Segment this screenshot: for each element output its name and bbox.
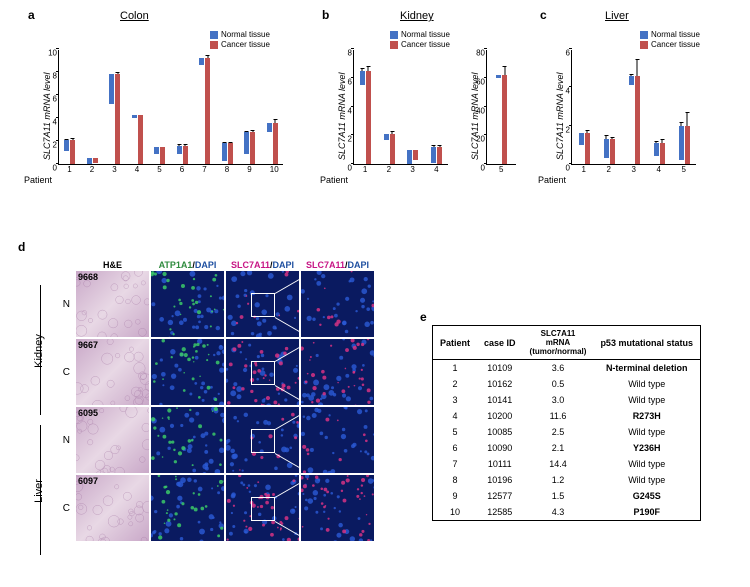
microscopy-cell <box>225 474 300 542</box>
table-row: 1101093.6N-terminal deletion <box>433 360 701 377</box>
microscopy-cell: 6095 <box>75 406 150 474</box>
microscopy-cell <box>300 474 375 542</box>
chart-a-ylabel: SLC7A11 mRNA level <box>42 72 52 160</box>
panel-label-b: b <box>322 8 329 22</box>
chart-b-xlabel: Patient <box>320 175 348 185</box>
panel-label-e: e <box>420 310 427 324</box>
d-sideline-kidney <box>40 285 41 415</box>
e-table: Patientcase IDSLC7A11mRNA(tumor/normal)p… <box>432 325 701 521</box>
microscopy-cell <box>225 270 300 338</box>
chart-c-ylabel: SLC7A11 mRNA level <box>555 72 565 160</box>
panel-label-a: a <box>28 8 35 22</box>
chart-c: 024612345 <box>571 50 696 165</box>
chart-b-title: Kidney <box>400 10 434 22</box>
legend-b: Normal tissue Cancer tissue <box>390 30 450 50</box>
table-row: 3101413.0Wild type <box>433 392 701 408</box>
legend-a: Normal tissue Cancer tissue <box>210 30 270 50</box>
chart-b-left: 024681234 <box>353 50 448 165</box>
microscopy-cell <box>150 270 225 338</box>
table-row: 2101620.5Wild type <box>433 376 701 392</box>
chart-b-ylabel: SLC7A11 mRNA level <box>337 72 347 160</box>
legend-normal-label: Normal tissue <box>221 30 270 39</box>
table-row: 8101961.2Wild type <box>433 472 701 488</box>
microscopy-cell: 9667 <box>75 338 150 406</box>
microscopy-cell <box>300 270 375 338</box>
table-row: 9125771.5G245S <box>433 488 701 504</box>
panel-d: Kidney Liver H&EATP1A1/DAPISLC7A11/DAPIS… <box>30 260 375 542</box>
panel-label-c: c <box>540 8 547 22</box>
microscopy-cell <box>150 338 225 406</box>
table-row: 10125854.3P190F <box>433 504 701 521</box>
chart-a-title: Colon <box>120 10 149 22</box>
table-row: 5100852.5Wild type <box>433 424 701 440</box>
microscopy-cell: 6097 <box>75 474 150 542</box>
panel-label-d: d <box>18 240 25 254</box>
chart-c-xlabel: Patient <box>538 175 566 185</box>
legend-normal-label: Normal tissue <box>401 30 450 39</box>
table-row: 6100902.1Y236H <box>433 440 701 456</box>
microscopy-cell: 9668 <box>75 270 150 338</box>
d-sideline-liver <box>40 425 41 555</box>
microscopy-cell <box>300 406 375 474</box>
legend-normal-label: Normal tissue <box>651 30 700 39</box>
legend-cancer-label: Cancer tissue <box>651 40 700 49</box>
legend-cancer-label: Cancer tissue <box>401 40 450 49</box>
microscopy-cell <box>300 338 375 406</box>
d-side-liver: Liver <box>33 479 45 503</box>
legend-cancer-label: Cancer tissue <box>221 40 270 49</box>
legend-c: Normal tissue Cancer tissue <box>640 30 700 50</box>
panel-e: Patientcase IDSLC7A11mRNA(tumor/normal)p… <box>432 325 701 521</box>
microscopy-cell <box>150 406 225 474</box>
chart-b-right: 0204060805 <box>486 50 516 165</box>
microscopy-cell <box>225 338 300 406</box>
chart-c-title: Liver <box>605 10 629 22</box>
table-row: 41020011.6R273H <box>433 408 701 424</box>
chart-a-xlabel: Patient <box>24 175 52 185</box>
microscopy-cell <box>150 474 225 542</box>
microscopy-cell <box>225 406 300 474</box>
table-row: 71011114.4Wild type <box>433 456 701 472</box>
chart-a: 024681012345678910 <box>58 50 283 165</box>
d-side-kidney: Kidney <box>33 334 45 368</box>
